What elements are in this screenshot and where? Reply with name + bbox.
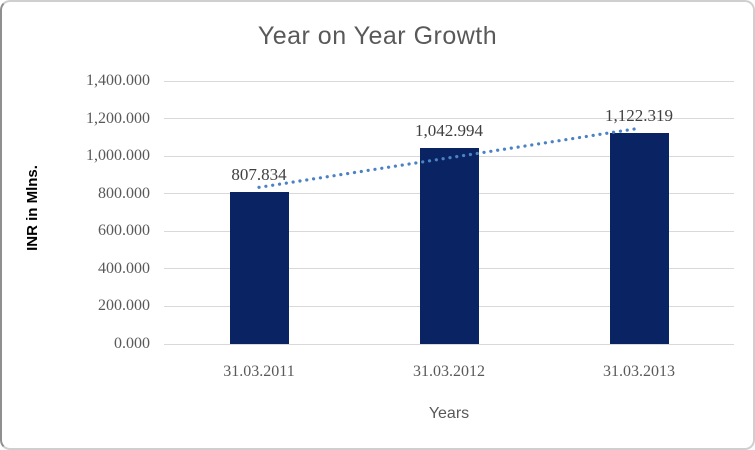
y-tick-label: 200.000	[98, 297, 150, 315]
y-tick-label: 1,200.000	[86, 109, 150, 127]
y-tick-label: 0.000	[114, 335, 150, 352]
y-tick-label: 1,400.000	[86, 72, 150, 89]
x-axis-title: Years	[428, 405, 470, 422]
y-tick-label: 1,000.000	[86, 147, 150, 165]
x-tick-label: 31.03.2011	[223, 363, 295, 380]
x-tick-label: 31.03.2012	[413, 363, 485, 380]
gridline	[164, 118, 734, 120]
gridline	[164, 80, 734, 82]
bar	[609, 133, 669, 344]
bar	[419, 148, 479, 344]
y-tick-label: 400.000	[98, 259, 150, 277]
y-tick-label: 600.000	[98, 222, 150, 240]
gridline	[164, 343, 734, 345]
data-label: 1,042.994	[415, 121, 483, 141]
data-label: 1,122.319	[605, 106, 673, 126]
x-tick-label: 31.03.2013	[603, 363, 675, 380]
data-label: 807.834	[231, 165, 287, 185]
chart-title: Year on Year Growth	[257, 22, 498, 50]
y-tick-label: 800.000	[98, 184, 150, 202]
bar	[229, 192, 289, 344]
